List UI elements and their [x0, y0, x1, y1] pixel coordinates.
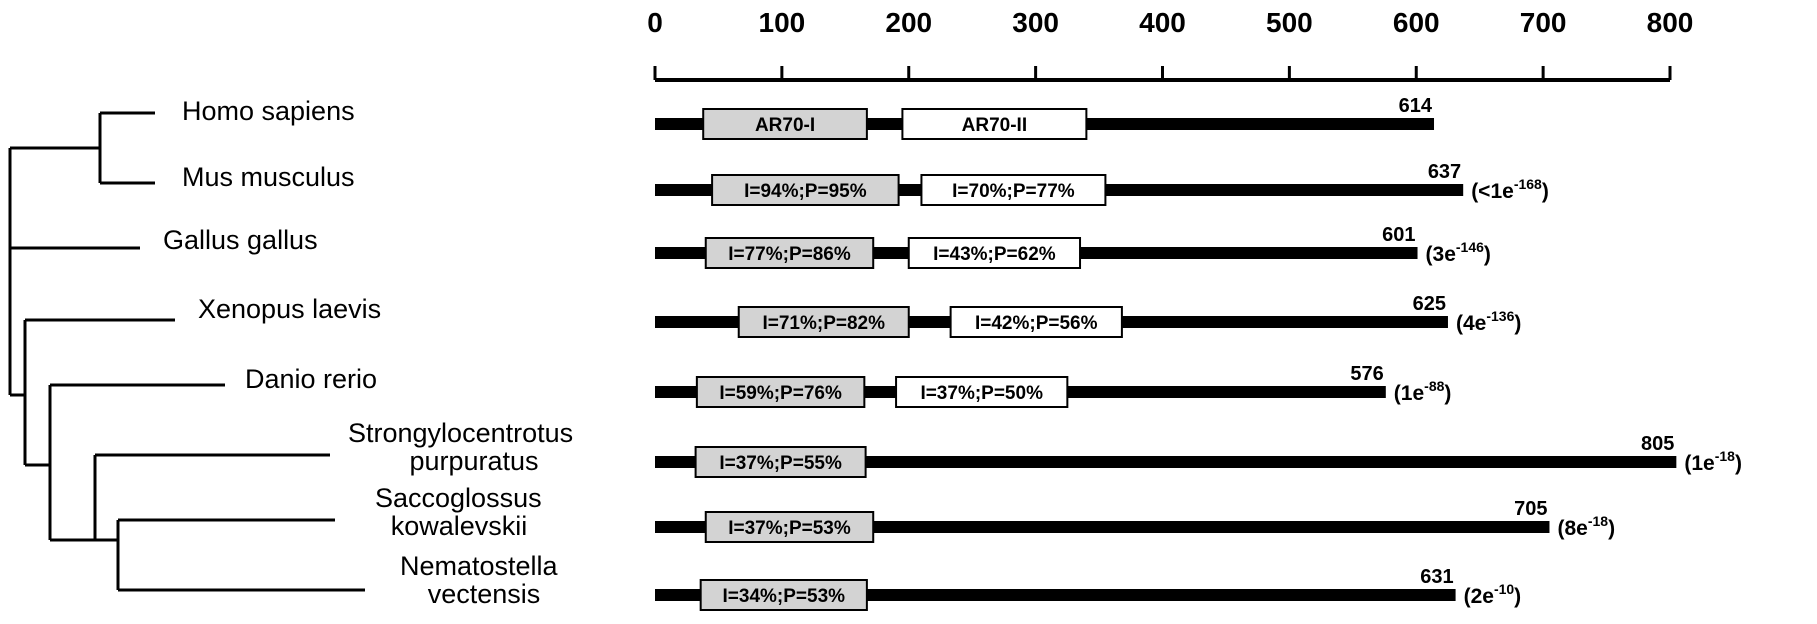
species-label: Danio rerio	[245, 364, 377, 394]
species-label-line2: kowalevskii	[391, 511, 528, 541]
evalue-label: (<1e-168)	[1471, 176, 1549, 203]
evalue-label: (2e-10)	[1464, 581, 1522, 608]
domain-ar70-ii	[907, 237, 1082, 269]
domain-ar70-ii	[895, 376, 1069, 408]
domain-ar70-i	[699, 579, 868, 611]
tree-branch-root	[8, 148, 25, 397]
domain-ar70-ii-label: I=42%;P=56%	[975, 313, 1098, 334]
tree-branch-invertebrates	[50, 453, 330, 542]
phylogenetic-tree	[8, 111, 365, 592]
evalue-label: (4e-136)	[1456, 308, 1521, 335]
length-label: 705	[1514, 498, 1547, 520]
domain-ar70-ii-label: AR70-II	[962, 115, 1027, 136]
domain-ar70-ii-label: I=43%;P=62%	[933, 244, 1056, 265]
domain-ar70-i	[702, 108, 868, 140]
species-label: Xenopus laevis	[198, 294, 381, 324]
domain-ar70-ii	[920, 174, 1107, 206]
length-label: 601	[1382, 224, 1415, 246]
tree-branch-homo-mus	[98, 111, 155, 185]
domain-ar70-ii	[901, 108, 1088, 140]
axis-tick-label: 700	[1520, 7, 1567, 38]
length-label: 631	[1420, 566, 1453, 588]
domain-ar70-i-label: I=59%;P=76%	[719, 383, 842, 404]
species-label-line2: vectensis	[428, 579, 541, 609]
species-label: Homo sapiens	[182, 96, 355, 126]
tree-branch-amniote	[8, 146, 100, 248]
evalue-label: (1e-18)	[1684, 448, 1742, 475]
domain-ar70-ii-label: I=37%;P=50%	[920, 383, 1043, 404]
domain-ar70-i-label: I=71%;P=82%	[762, 313, 885, 334]
axis-tick-label: 300	[1012, 7, 1059, 38]
species-label: Gallus gallus	[163, 225, 318, 255]
species-label: Strongylocentrotus	[348, 418, 573, 448]
species-label: Nematostella	[400, 551, 559, 581]
domain-ar70-i-label: AR70-I	[755, 115, 815, 136]
domain-ar70-i-label: I=37%;P=53%	[728, 518, 851, 539]
domain-ar70-i	[704, 511, 875, 543]
protein-bars: AR70-I AR70-II 614 I=94%;P=95% I=70%;P=77% 63…	[655, 95, 1742, 611]
domain-ar70-i	[695, 376, 866, 408]
protein-bar	[655, 521, 1550, 533]
length-axis: 0 100 200 300 400 500 600 700 800	[647, 7, 1694, 82]
domain-ar70-i	[704, 237, 875, 269]
evalue-label: (8e-18)	[1557, 513, 1615, 540]
domain-ar70-i-label: I=94%;P=95%	[744, 181, 867, 202]
length-label: 805	[1641, 433, 1674, 455]
evalue-label: (3e-146)	[1426, 239, 1491, 266]
species-label: Mus musculus	[182, 162, 355, 192]
axis-tick-label: 400	[1139, 7, 1186, 38]
domain-ar70-i	[737, 306, 910, 338]
domain-ar70-i	[711, 174, 900, 206]
domain-ar70-ii	[949, 306, 1123, 338]
domain-ar70-i-label: I=34%;P=53%	[723, 586, 846, 607]
tree-branch-xenopus	[23, 318, 175, 465]
evalue-label: (1e-88)	[1394, 378, 1452, 405]
domain-ar70-ii-label: I=70%;P=77%	[952, 181, 1075, 202]
length-label: 614	[1399, 95, 1433, 117]
length-label: 625	[1413, 293, 1446, 315]
tree-branch-danio-group	[25, 383, 225, 540]
protein-bar	[655, 456, 1677, 468]
axis-tick-label: 100	[759, 7, 806, 38]
length-label: 576	[1350, 363, 1383, 385]
domain-ar70-i-label: I=77%;P=86%	[728, 244, 851, 265]
tree-branch-sacco-nemato	[95, 518, 365, 592]
species-label-line2: purpuratus	[409, 446, 538, 476]
domain-ar70-i-label: I=37%;P=55%	[719, 453, 842, 474]
species-label: Saccoglossus	[375, 483, 542, 513]
species-labels: Homo sapiens Mus musculus Gallus gallus Xen…	[163, 96, 573, 609]
axis-tick-label: 200	[885, 7, 932, 38]
axis-tick-label: 500	[1266, 7, 1313, 38]
axis-tick-label: 0	[647, 7, 663, 38]
axis-tick-label: 800	[1647, 7, 1694, 38]
domain-ar70-i	[694, 446, 867, 478]
length-label: 637	[1428, 161, 1461, 183]
axis-tick-label: 600	[1393, 7, 1440, 38]
